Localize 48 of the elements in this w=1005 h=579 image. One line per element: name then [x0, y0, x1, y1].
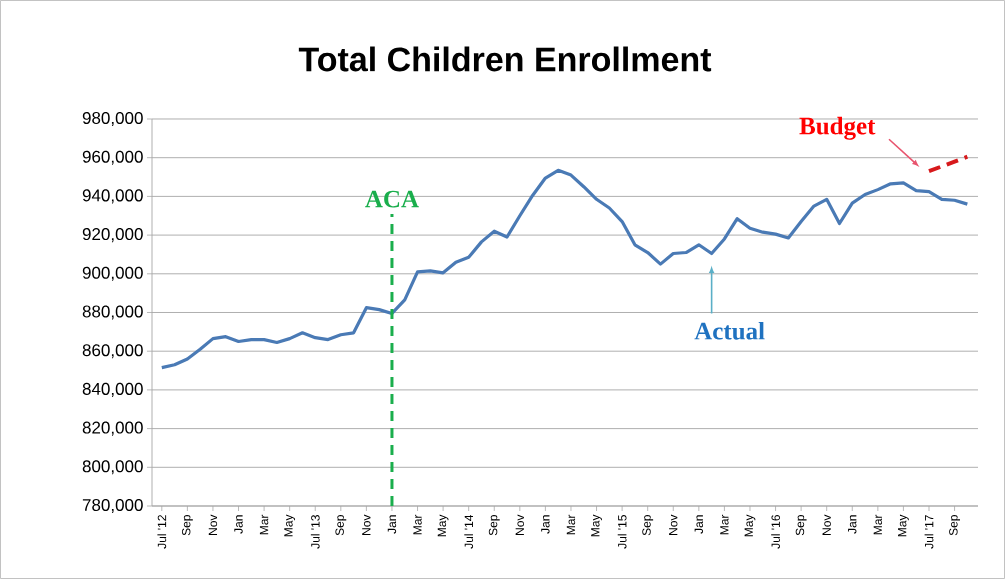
x-tick-label: Sep [949, 515, 961, 536]
y-tick-label: 860,000 [82, 344, 143, 359]
x-tick-label: Jan [541, 515, 550, 534]
x-tick-label: Mar [720, 514, 729, 535]
x-tick-label: Jan [848, 515, 857, 534]
chart-title: Total Children Enrollment [298, 46, 712, 72]
x-tick-label: Jul '14 [464, 514, 474, 549]
y-tick-label: 840,000 [82, 382, 143, 397]
x-tick-label: Mar [566, 514, 576, 535]
x-tick-label: Jul '12 [157, 515, 167, 549]
x-tick-label: Nov [208, 514, 218, 535]
y-tick-label: 820,000 [82, 421, 143, 436]
x-tick-label: Sep [642, 515, 654, 536]
x-tick-label: May [744, 514, 756, 537]
x-tick-label: Nov [515, 514, 525, 535]
x-tick-label: Nov [669, 514, 678, 535]
x-tick-label: Mar [873, 514, 883, 535]
y-tick-label: 900,000 [82, 266, 143, 281]
x-tick-label: Nov [362, 514, 371, 535]
x-tick-label: Jan [387, 515, 397, 534]
x-tick-label: May [898, 514, 909, 537]
x-tick-label: Jul '16 [771, 515, 780, 549]
y-tick-label: 920,000 [82, 228, 143, 243]
x-tick-label: Jan [234, 515, 243, 534]
x-tick-label: Jul '17 [924, 515, 934, 549]
y-tick-label: 940,000 [82, 189, 143, 204]
y-tick-label: 960,000 [82, 150, 143, 165]
annotation: Actual [694, 322, 765, 340]
x-tick-label: Jan [694, 515, 704, 534]
x-tick-label: Sep [181, 515, 193, 536]
x-tick-label: May [284, 514, 296, 537]
x-tick-label: Mar [413, 514, 422, 535]
y-tick-label: 880,000 [82, 305, 143, 320]
x-tick-label: Sep [335, 515, 347, 536]
x-tick-label: Sep [795, 515, 807, 536]
x-tick-label: Jul '13 [310, 515, 320, 549]
line-series [160, 168, 969, 370]
x-tick-label: Mar [259, 514, 269, 535]
x-tick-label: Sep [488, 515, 500, 536]
y-tick-label: 780,000 [82, 498, 143, 514]
annotation: Budget [799, 116, 876, 140]
y-tick-label: 800,000 [82, 460, 143, 475]
x-tick-label: Nov [822, 514, 831, 535]
x-tick-label: May [591, 514, 602, 537]
x-tick-label: May [437, 514, 449, 537]
y-tick-label: 980,000 [82, 111, 143, 127]
ref-line-label: ACA [365, 190, 419, 208]
x-tick-label: Jul '15 [617, 515, 627, 549]
